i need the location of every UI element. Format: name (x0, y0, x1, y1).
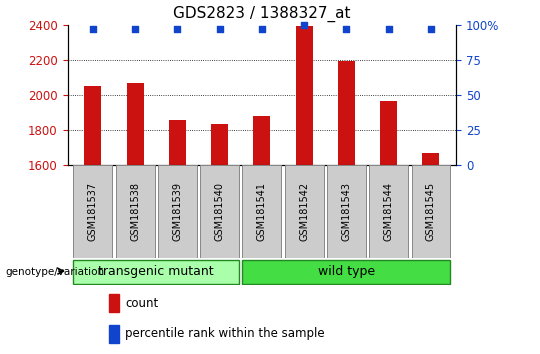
FancyBboxPatch shape (73, 260, 239, 284)
FancyBboxPatch shape (285, 165, 323, 258)
Text: GSM181540: GSM181540 (214, 182, 225, 241)
Text: percentile rank within the sample: percentile rank within the sample (125, 327, 325, 341)
Point (300, 22, 308, 28)
Bar (380, 101, 397, 165)
FancyBboxPatch shape (242, 260, 450, 284)
Text: wild type: wild type (318, 265, 375, 278)
Text: transgenic mutant: transgenic mutant (98, 265, 214, 278)
Point (427, 26, 435, 32)
Text: GSM181543: GSM181543 (341, 182, 352, 241)
Text: GSM181542: GSM181542 (299, 182, 309, 241)
FancyBboxPatch shape (73, 165, 112, 258)
Point (173, 26, 181, 32)
Text: GSM181541: GSM181541 (257, 182, 267, 241)
Bar (296, 25, 313, 165)
FancyBboxPatch shape (369, 165, 408, 258)
Point (89, 26, 97, 32)
FancyBboxPatch shape (116, 165, 154, 258)
Point (384, 26, 393, 32)
FancyBboxPatch shape (411, 165, 450, 258)
Point (131, 26, 139, 32)
FancyBboxPatch shape (200, 165, 239, 258)
Bar (127, 83, 144, 165)
Bar (338, 61, 355, 165)
Title: GDS2823 / 1388327_at: GDS2823 / 1388327_at (173, 6, 350, 22)
Bar (253, 116, 271, 165)
Text: GSM181545: GSM181545 (426, 182, 436, 241)
Bar (211, 124, 228, 165)
Bar (422, 153, 440, 165)
Text: GSM181539: GSM181539 (172, 182, 183, 241)
Text: genotype/variation: genotype/variation (5, 267, 105, 277)
Point (342, 26, 351, 32)
Bar (109, 325, 119, 343)
Text: GSM181544: GSM181544 (384, 182, 394, 241)
Bar (169, 120, 186, 165)
Bar (109, 295, 119, 312)
Point (258, 26, 266, 32)
Text: GSM181538: GSM181538 (130, 182, 140, 241)
Text: GSM181537: GSM181537 (88, 182, 98, 241)
FancyBboxPatch shape (158, 165, 197, 258)
Point (215, 26, 224, 32)
FancyBboxPatch shape (327, 165, 366, 258)
FancyBboxPatch shape (242, 165, 281, 258)
Text: count: count (125, 297, 158, 310)
Bar (84, 86, 102, 165)
